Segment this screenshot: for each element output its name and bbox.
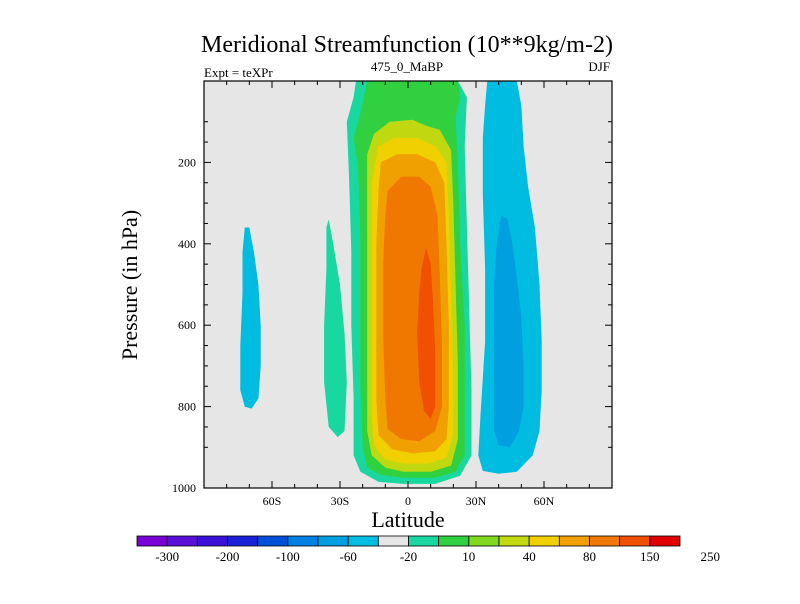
x-tick-label: 30N bbox=[466, 494, 487, 508]
colorbar-label: -100 bbox=[276, 549, 300, 564]
contour-regions bbox=[240, 81, 542, 484]
y-tick-label: 1000 bbox=[172, 481, 196, 495]
axis-ticks: 60S 30S 0 30N 60N 200 400 600 800 1000 bbox=[172, 81, 612, 508]
colorbar-swatch bbox=[468, 535, 500, 547]
colorbar-label: -300 bbox=[155, 549, 179, 564]
chart-title: Meridional Streamfunction (10**9kg/m-2) bbox=[201, 32, 613, 58]
y-axis-label: Pressure (in hPa) bbox=[117, 210, 142, 360]
colorbar-swatch bbox=[347, 535, 379, 547]
y-tick-label: 800 bbox=[178, 400, 196, 414]
colorbar: -300 -200 -100 -60 -20 10 40 80 150 250 bbox=[136, 535, 720, 564]
colorbar-swatch bbox=[498, 535, 530, 547]
contour-region-0 bbox=[240, 227, 261, 409]
y-tick-label: 600 bbox=[178, 318, 196, 332]
colorbar-swatch bbox=[166, 535, 198, 547]
colorbar-label: 250 bbox=[700, 549, 720, 564]
colorbar-swatch bbox=[408, 535, 440, 547]
colorbar-swatch bbox=[649, 535, 681, 547]
colorbar-swatch bbox=[619, 535, 651, 547]
colorbar-swatch bbox=[227, 535, 259, 547]
contour-region-10 bbox=[494, 215, 524, 448]
colorbar-swatch bbox=[528, 535, 560, 547]
colorbar-label: 80 bbox=[583, 549, 596, 564]
colorbar-label: 10 bbox=[462, 549, 475, 564]
x-axis-label: Latitude bbox=[371, 507, 444, 532]
colorbar-swatch bbox=[438, 535, 470, 547]
subtitle-right: DJF bbox=[588, 59, 610, 74]
colorbar-swatch bbox=[287, 535, 319, 547]
y-tick-label: 400 bbox=[178, 237, 196, 251]
contour-region-8 bbox=[417, 247, 436, 419]
colorbar-swatch bbox=[558, 535, 590, 547]
x-tick-label: 60S bbox=[263, 494, 282, 508]
colorbar-label: -200 bbox=[216, 549, 240, 564]
colorbar-swatch bbox=[136, 535, 168, 547]
x-tick-label: 30S bbox=[331, 494, 350, 508]
colorbar-label: 40 bbox=[523, 549, 536, 564]
colorbar-swatch bbox=[317, 535, 349, 547]
x-tick-label: 60N bbox=[534, 494, 555, 508]
subtitle-left: Expt = teXPr bbox=[204, 65, 273, 80]
colorbar-swatch bbox=[589, 535, 621, 547]
colorbar-swatch bbox=[377, 535, 409, 547]
colorbar-swatch bbox=[257, 535, 289, 547]
colorbar-label: -20 bbox=[400, 549, 417, 564]
colorbar-label: -60 bbox=[340, 549, 357, 564]
x-tick-label: 0 bbox=[405, 494, 411, 508]
contour-region-1 bbox=[324, 219, 347, 438]
colorbar-swatch bbox=[196, 535, 228, 547]
colorbar-label: 150 bbox=[640, 549, 660, 564]
y-tick-label: 200 bbox=[178, 155, 196, 169]
subtitle-center: 475_0_MaBP bbox=[371, 59, 443, 74]
